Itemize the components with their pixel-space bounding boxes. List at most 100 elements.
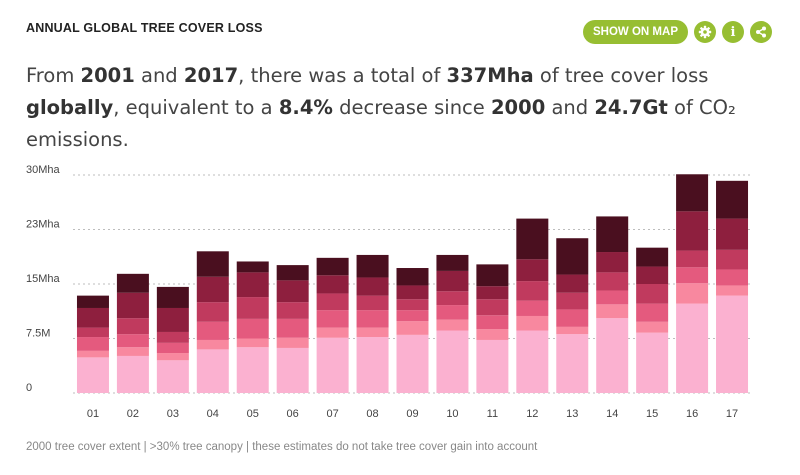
bar-segment[interactable] (556, 326, 589, 335)
bar-segment[interactable] (116, 355, 149, 393)
bar-segment[interactable] (356, 277, 389, 296)
bar-segment[interactable] (636, 321, 669, 333)
bar-segment[interactable] (676, 174, 709, 212)
bar-segment[interactable] (556, 309, 589, 327)
bar-segment[interactable] (596, 290, 629, 305)
bar-segment[interactable] (276, 302, 309, 319)
bar-segment[interactable] (676, 303, 709, 393)
bar-segment[interactable] (396, 268, 429, 286)
bar-segment[interactable] (116, 273, 149, 293)
bar-segment[interactable] (676, 211, 709, 251)
bar-segment[interactable] (716, 269, 749, 286)
bar-segment[interactable] (316, 257, 349, 276)
bar-segment[interactable] (636, 266, 669, 284)
bar-segment[interactable] (276, 347, 309, 393)
bar-segment[interactable] (236, 338, 269, 348)
bar-segment[interactable] (596, 252, 629, 273)
share-button[interactable] (750, 21, 772, 43)
bar-segment[interactable] (356, 295, 389, 311)
bar-segment[interactable] (636, 247, 669, 267)
bar-segment[interactable] (356, 337, 389, 393)
bar-segment[interactable] (636, 284, 669, 304)
bar-segment[interactable] (76, 337, 109, 351)
settings-button[interactable] (694, 21, 716, 43)
bar-segment[interactable] (436, 319, 469, 331)
bar-segment[interactable] (236, 272, 269, 298)
bar-segment[interactable] (716, 285, 749, 296)
bar-segment[interactable] (316, 293, 349, 311)
bar-segment[interactable] (196, 251, 229, 277)
bar-segment[interactable] (396, 334, 429, 393)
bar-segment[interactable] (156, 342, 189, 354)
bar-segment[interactable] (676, 283, 709, 304)
bar-segment[interactable] (236, 318, 269, 339)
bar-segment[interactable] (436, 254, 469, 271)
bar-segment[interactable] (76, 327, 109, 338)
bar-segment[interactable] (236, 261, 269, 273)
bar-segment[interactable] (116, 347, 149, 356)
bar-segment[interactable] (596, 272, 629, 291)
bar-segment[interactable] (396, 321, 429, 335)
bar-segment[interactable] (76, 350, 109, 358)
bar-segment[interactable] (596, 216, 629, 253)
bar-segment[interactable] (396, 299, 429, 311)
bar-segment[interactable] (236, 297, 269, 319)
bar-segment[interactable] (116, 292, 149, 319)
bar-segment[interactable] (316, 337, 349, 393)
bar-segment[interactable] (396, 310, 429, 322)
bar-segment[interactable] (516, 259, 549, 282)
bar-segment[interactable] (156, 353, 189, 361)
bar-segment[interactable] (196, 302, 229, 322)
bar-segment[interactable] (356, 327, 389, 338)
bar-segment[interactable] (356, 254, 389, 278)
bar-segment[interactable] (236, 347, 269, 393)
bar-segment[interactable] (676, 267, 709, 284)
bar-segment[interactable] (476, 329, 509, 340)
bar-segment[interactable] (436, 270, 469, 292)
bar-segment[interactable] (716, 218, 749, 250)
bar-segment[interactable] (636, 303, 669, 322)
bar-segment[interactable] (596, 318, 629, 393)
bar-segment[interactable] (316, 275, 349, 294)
bar-segment[interactable] (156, 331, 189, 343)
bar-segment[interactable] (716, 180, 749, 219)
bar-segment[interactable] (516, 315, 549, 331)
bar-segment[interactable] (556, 238, 589, 275)
bar-segment[interactable] (436, 305, 469, 320)
bar-segment[interactable] (76, 295, 109, 308)
bar-segment[interactable] (516, 300, 549, 316)
bar-segment[interactable] (556, 292, 589, 310)
bar-segment[interactable] (516, 330, 549, 393)
bar-segment[interactable] (476, 315, 509, 330)
bar-segment[interactable] (476, 339, 509, 393)
bar-segment[interactable] (156, 307, 189, 332)
bar-segment[interactable] (276, 337, 309, 348)
show-on-map-button[interactable]: SHOW ON MAP (583, 20, 688, 44)
bar-segment[interactable] (276, 280, 309, 303)
bar-segment[interactable] (476, 299, 509, 316)
bar-segment[interactable] (436, 330, 469, 393)
bar-segment[interactable] (716, 249, 749, 270)
bar-segment[interactable] (116, 318, 149, 335)
bar-segment[interactable] (596, 304, 629, 319)
bar-segment[interactable] (196, 276, 229, 303)
bar-segment[interactable] (356, 310, 389, 328)
bar-segment[interactable] (476, 286, 509, 300)
bar-segment[interactable] (636, 332, 669, 393)
bar-segment[interactable] (276, 265, 309, 281)
bar-segment[interactable] (196, 339, 229, 350)
info-button[interactable]: i (722, 21, 744, 43)
bar-segment[interactable] (436, 291, 469, 306)
bar-segment[interactable] (716, 295, 749, 393)
bar-segment[interactable] (196, 349, 229, 393)
bar-segment[interactable] (556, 274, 589, 293)
bar-segment[interactable] (276, 318, 309, 338)
bar-segment[interactable] (396, 285, 429, 300)
bar-segment[interactable] (156, 286, 189, 308)
bar-segment[interactable] (516, 281, 549, 301)
bar-segment[interactable] (116, 334, 149, 348)
bar-segment[interactable] (516, 218, 549, 260)
bar-segment[interactable] (676, 250, 709, 268)
bar-segment[interactable] (76, 357, 109, 393)
bar-segment[interactable] (196, 321, 229, 340)
